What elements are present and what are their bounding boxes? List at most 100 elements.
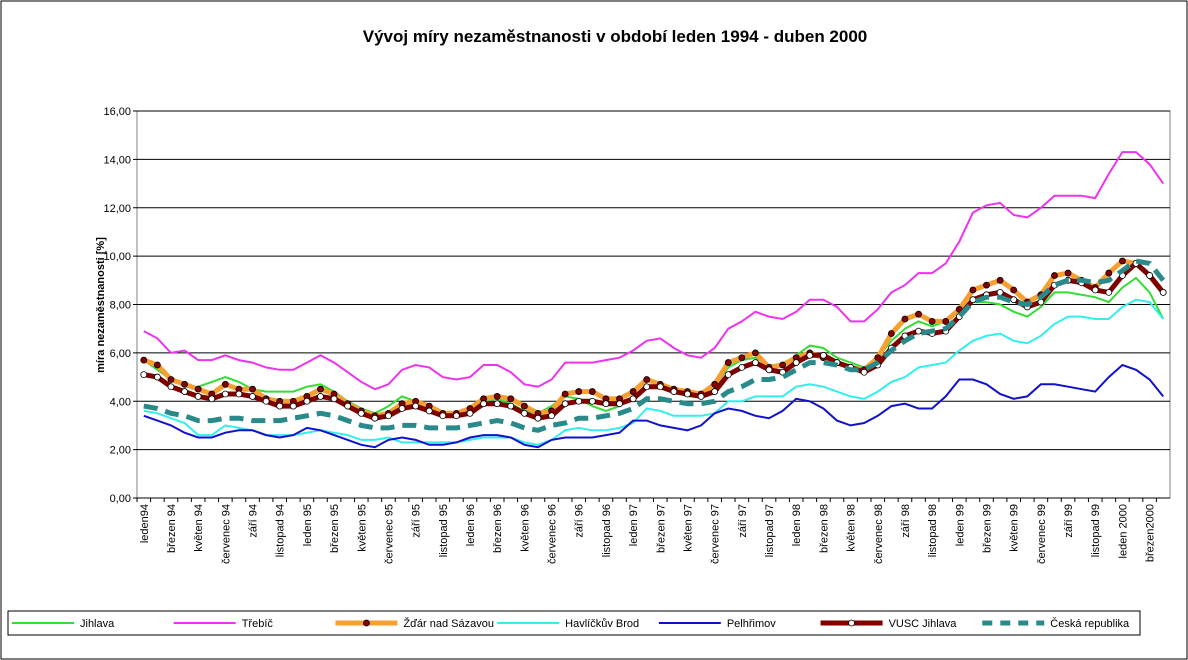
series-marker [181, 380, 188, 388]
series-marker [1064, 269, 1072, 277]
x-tick-label: září 99 [1063, 504, 1075, 538]
series-marker [221, 380, 229, 388]
series-line [143, 363, 1164, 449]
series-marker [670, 388, 678, 395]
x-tick-label: červenec 97 [710, 504, 722, 564]
series-line [143, 151, 1165, 391]
series-marker [208, 395, 216, 403]
legend-marker [848, 619, 855, 627]
x-tick-label: květen 97 [682, 504, 694, 552]
x-tick-label: březen 98 [818, 504, 830, 553]
series-marker [765, 366, 773, 374]
y-tick-label: 16,00 [103, 106, 131, 118]
series-marker [1105, 269, 1113, 277]
series-marker [140, 371, 148, 379]
x-tick-label: březen 99 [982, 504, 994, 553]
series-marker [317, 385, 324, 393]
chart-title: Vývoj míry nezaměstnanosti v období lede… [363, 27, 868, 46]
series-marker [140, 356, 148, 364]
series-marker [357, 409, 365, 417]
x-tick-label: květen 96 [519, 504, 531, 552]
series-marker [901, 315, 909, 323]
series-marker [820, 351, 827, 359]
legend-label: VUSC Jihlava [889, 618, 958, 630]
y-tick-label: 4,00 [110, 396, 131, 408]
x-tick-label: leden 99 [954, 504, 966, 546]
x-tick-label: leden 96 [465, 504, 477, 546]
legend-label: Havlíčkův Brod [565, 618, 639, 630]
x-tick-label: leden 97 [628, 504, 640, 546]
series-marker [398, 405, 406, 412]
series-marker [303, 397, 311, 405]
series-marker [792, 359, 800, 366]
x-tick-label: červenec 94 [220, 504, 232, 564]
y-tick-label: 12,00 [103, 203, 131, 215]
series-marker [969, 296, 977, 304]
series-marker [548, 412, 555, 420]
series-marker [561, 390, 569, 398]
series-marker [344, 402, 352, 410]
x-tick-label: září 94 [248, 504, 260, 538]
y-tick-label: 10,00 [103, 251, 131, 263]
series-marker [493, 393, 501, 400]
series-marker [507, 402, 515, 410]
series-marker [371, 414, 379, 422]
series-marker [194, 385, 202, 393]
x-tick-label: březen 97 [655, 504, 667, 553]
x-tick-label: leden 2000 [1117, 504, 1129, 558]
x-tick-label: leden94 [139, 504, 151, 543]
x-tick-label: březen 95 [329, 504, 341, 553]
legend-marker [363, 619, 370, 627]
legend-label: Pelhřimov [727, 618, 776, 630]
x-tick-label: září 95 [411, 504, 423, 538]
series-marker [697, 393, 705, 400]
x-tick-label: březen2000 [1145, 504, 1157, 562]
x-tick-label: březen 94 [166, 504, 178, 553]
series-marker [235, 390, 243, 398]
legend-label: Třebíč [242, 618, 274, 630]
series-marker [153, 361, 161, 369]
series-marker [656, 383, 664, 391]
x-tick-label: květen 95 [356, 504, 368, 552]
x-tick-label: listopad 94 [275, 504, 287, 557]
y-axis-label: míra nezaměstnanosti [%] [95, 237, 107, 373]
series-marker [711, 388, 719, 395]
series-marker [1105, 289, 1113, 296]
series-marker [602, 400, 610, 408]
series-marker [616, 400, 623, 408]
x-tick-label: listopad 97 [764, 504, 776, 557]
series-marker [983, 281, 990, 289]
series-line [143, 298, 1164, 446]
series-marker [928, 318, 936, 325]
series-marker [806, 351, 814, 359]
y-tick-label: 6,00 [110, 348, 131, 360]
series-marker [860, 368, 868, 376]
x-tick-label: listopad 98 [927, 504, 939, 557]
series-marker [561, 400, 569, 408]
x-tick-label: listopad 95 [438, 504, 450, 557]
series-marker [317, 393, 324, 400]
y-tick-label: 2,00 [110, 445, 131, 457]
series-marker [167, 376, 175, 383]
series-marker [643, 376, 651, 383]
series-marker [534, 414, 542, 422]
x-tick-label: červenec 96 [547, 504, 559, 564]
x-tick-label: květen 98 [846, 504, 858, 552]
x-tick-label: září 98 [900, 504, 912, 538]
series-marker [887, 330, 895, 337]
series-marker [276, 402, 284, 410]
x-tick-label: červenec 95 [383, 504, 395, 564]
series-marker [575, 388, 583, 395]
series-marker [996, 289, 1004, 296]
series-marker [453, 412, 460, 420]
x-tick-label: leden 95 [302, 504, 314, 546]
y-tick-label: 8,00 [110, 300, 131, 312]
series-marker [588, 388, 596, 395]
series-marker [480, 400, 487, 408]
series-marker [1159, 289, 1167, 296]
series-marker [684, 390, 691, 398]
series-marker [942, 318, 950, 325]
x-tick-label: červenec 98 [873, 504, 885, 564]
series-marker [330, 395, 338, 403]
